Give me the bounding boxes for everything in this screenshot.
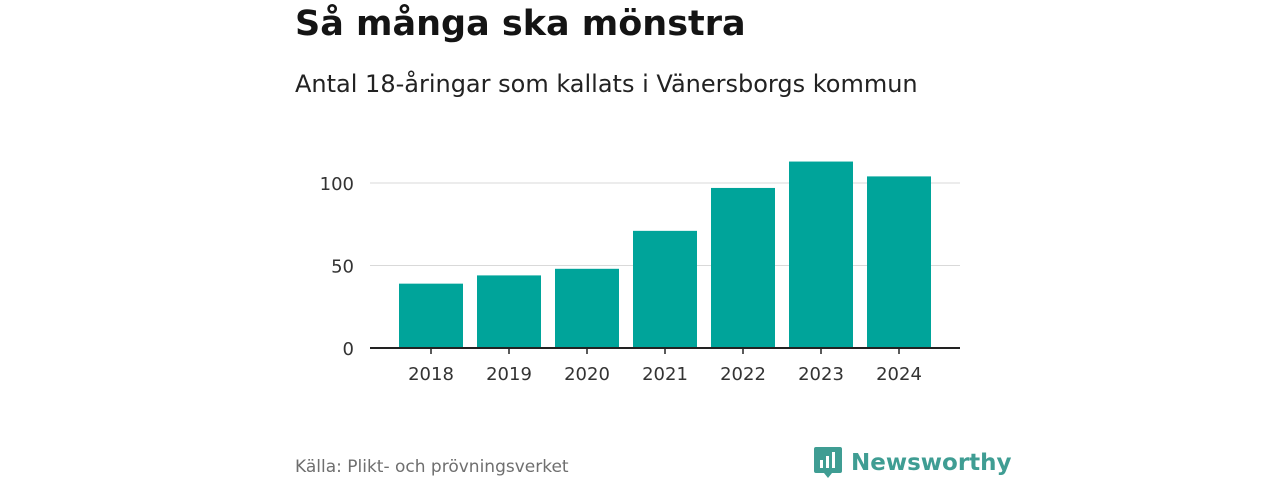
brand-logo[interactable]: Newsworthy — [814, 447, 1012, 479]
source-note: Källa: Plikt- och prövningsverket — [295, 457, 569, 477]
chart-subtitle: Antal 18-åringar som kallats i Vänersbor… — [295, 70, 918, 98]
x-tick-label: 2024 — [876, 364, 922, 385]
x-tick-label: 2022 — [720, 364, 766, 385]
bar-2021 — [633, 230, 697, 348]
x-tick-label: 2018 — [408, 364, 454, 385]
x-tick-label: 2021 — [642, 364, 688, 385]
y-tick-label: 50 — [331, 257, 354, 278]
newsworthy-logo-icon — [814, 447, 842, 478]
bar-2019 — [477, 275, 541, 348]
axes — [370, 347, 960, 354]
bar-2024 — [867, 176, 931, 348]
bar-2022 — [711, 187, 775, 348]
y-tick-label: 100 — [320, 174, 354, 195]
bar-2023 — [789, 161, 853, 348]
bars — [399, 161, 931, 348]
chart-title: Så många ska mönstra — [295, 4, 746, 44]
x-tick-label: 2020 — [564, 364, 610, 385]
x-tick-label: 2023 — [798, 364, 844, 385]
bar-2018 — [399, 283, 463, 348]
tick-labels: 0 50 100 2018 2019 2020 2021 2022 2023 2024 — [320, 174, 922, 385]
brand-name: Newsworthy — [851, 450, 1012, 476]
bar-2020 — [555, 268, 619, 348]
y-tick-label: 0 — [343, 339, 354, 360]
x-tick-label: 2019 — [486, 364, 532, 385]
bar-chart: 0 50 100 2018 2019 2020 2021 2022 2023 2024 — [320, 161, 960, 385]
